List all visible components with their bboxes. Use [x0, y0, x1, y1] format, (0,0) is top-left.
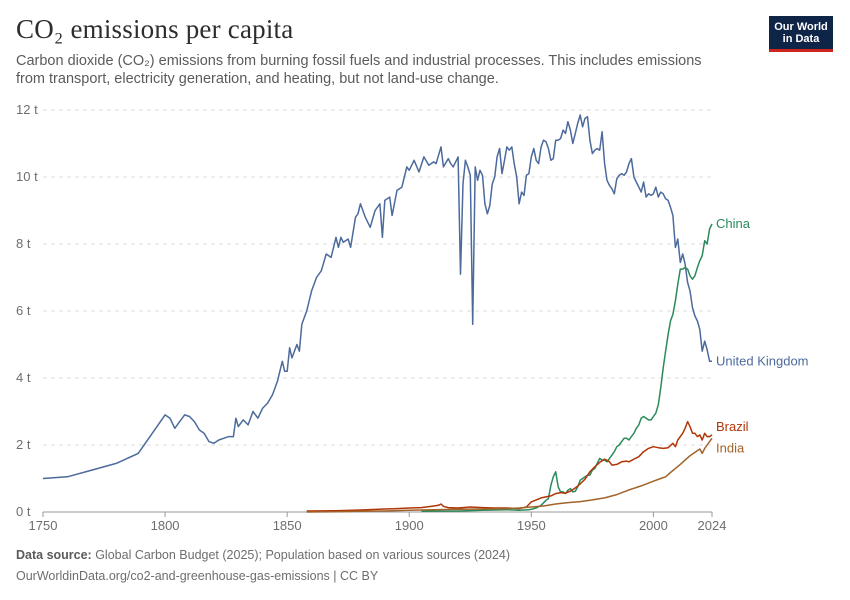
- data-source-note: Data source: Global Carbon Budget (2025)…: [16, 548, 510, 562]
- logo-line-2: in Data: [782, 33, 820, 45]
- x-tick-label: 1950: [517, 518, 546, 533]
- gridlines: [43, 109, 712, 446]
- data-source-text: Global Carbon Budget (2025); Population …: [91, 548, 511, 562]
- chart-title: CO₂ emissions per capita: [16, 14, 294, 44]
- series-line-india[interactable]: [306, 437, 713, 513]
- owid-logo[interactable]: Our World in Data: [769, 16, 833, 52]
- series-label-brazil[interactable]: Brazil: [716, 419, 749, 434]
- series-line-brazil[interactable]: [306, 420, 713, 512]
- series-lines: [42, 114, 713, 513]
- y-tick-label: 0 t: [16, 504, 31, 519]
- y-axis-tick-labels: 0 t 2 t 4 t 6 t 8 t 10 t 12 t: [16, 102, 38, 519]
- x-tick-label: 2000: [639, 518, 668, 533]
- y-tick-label: 4 t: [16, 370, 31, 385]
- series-label-china[interactable]: China: [716, 216, 751, 231]
- line-chart: 0 t 2 t 4 t 6 t 8 t 10 t 12 t 1750 1800 1850 1900…: [16, 102, 809, 533]
- x-tick-label: 1850: [273, 518, 302, 533]
- x-tick-label: 1900: [395, 518, 424, 533]
- y-tick-label: 8 t: [16, 236, 31, 251]
- series-line-china[interactable]: [421, 223, 713, 513]
- logo-line-1: Our World: [774, 21, 828, 33]
- x-axis: 1750 1800 1850 1900 1950 2000 2024: [29, 511, 727, 533]
- x-tick-label: 2024: [698, 518, 727, 533]
- chart-subtitle: Carbon dioxide (CO₂) emissions from burn…: [16, 53, 702, 87]
- x-tick-label: 1750: [29, 518, 58, 533]
- y-tick-label: 2 t: [16, 437, 31, 452]
- x-tick-label: 1800: [151, 518, 180, 533]
- y-tick-label: 12 t: [16, 102, 38, 117]
- y-tick-label: 10 t: [16, 169, 38, 184]
- series-label-india[interactable]: India: [716, 440, 745, 455]
- series-labels: United Kingdom China Brazil India: [716, 216, 809, 455]
- source-url[interactable]: OurWorldinData.org/co2-and-greenhouse-ga…: [16, 569, 379, 583]
- series-line-united-kingdom[interactable]: [42, 114, 712, 480]
- data-source-label: Data source:: [16, 548, 92, 562]
- series-label-united-kingdom[interactable]: United Kingdom: [716, 353, 809, 368]
- y-tick-label: 6 t: [16, 303, 31, 318]
